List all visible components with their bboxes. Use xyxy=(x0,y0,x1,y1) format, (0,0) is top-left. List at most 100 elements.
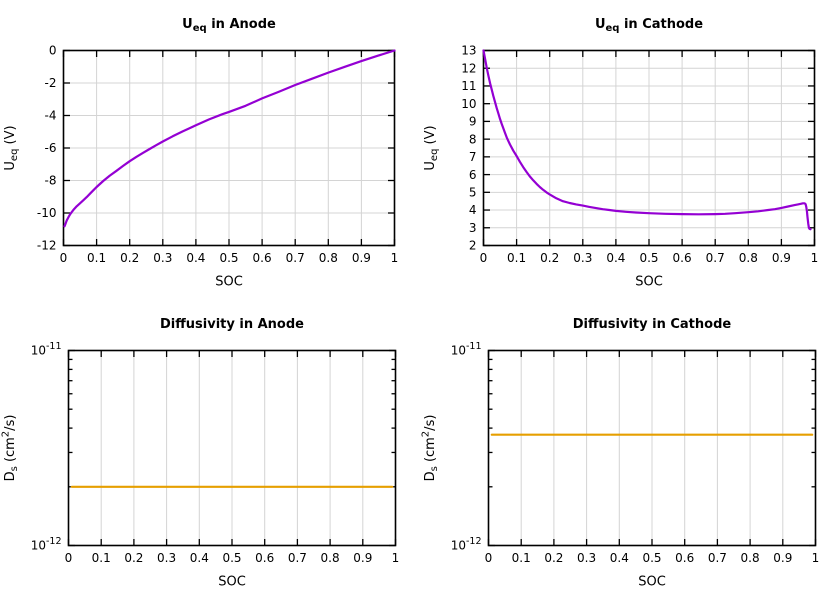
ueq-anode-svg: Ueq in Anode 0 0.1 0.2 0.3 0.4 0.5 0.6 0.7 0.8 0.9… xyxy=(3,17,399,290)
y-tick-label: -8 xyxy=(45,174,57,188)
x-tick-label: 0.8 xyxy=(321,551,340,565)
x-tick-label: 1 xyxy=(812,551,820,565)
y-axis-label: Ds (cm2/s) xyxy=(1,415,21,482)
y-tick-label: -4 xyxy=(45,109,57,123)
y-tick-label: 10 xyxy=(461,97,476,111)
y-tick-label: 6 xyxy=(469,168,477,182)
chart-diffusivity-cathode: Diffusivity in Cathode 0 0.1 0.2 0.3 0.4 0.5 0.… xyxy=(420,300,840,600)
y-tick-label: -6 xyxy=(45,141,57,155)
y-tick-label: 12 xyxy=(461,61,476,75)
plot-border xyxy=(487,349,817,547)
x-tick-label: 0.4 xyxy=(606,251,625,265)
x-tick-label: 0.6 xyxy=(253,251,272,265)
x-tick-label: 0.7 xyxy=(706,251,725,265)
chart-title: Diffusivity in Anode xyxy=(160,317,304,332)
x-tick-label: 0.5 xyxy=(639,251,658,265)
x-tick-label: 1 xyxy=(811,251,819,265)
x-tick-label: 0.3 xyxy=(577,551,596,565)
y-tick-label: -2 xyxy=(45,76,57,90)
x-tick-label: 0 xyxy=(65,551,73,565)
x-tick-label: 0.9 xyxy=(353,551,372,565)
x-tick-labels: 0 0.1 0.2 0.3 0.4 0.5 0.6 0.7 0.8 0.9 1 xyxy=(480,251,819,265)
x-tick-label: 0.6 xyxy=(255,551,274,565)
y-tick-labels: 13 12 11 10 9 8 7 6 5 4 3 2 xyxy=(461,44,476,253)
y-tick-labels: 10-12 10-11 xyxy=(451,341,482,553)
x-tick-label: 0.9 xyxy=(773,551,792,565)
y-tick-label: -10 xyxy=(37,206,57,220)
x-tick-labels: 0 0.1 0.2 0.3 0.4 0.5 0.6 0.7 0.8 0.9 1 xyxy=(485,551,820,565)
y-tick-label: 10-12 xyxy=(451,536,482,553)
x-tick-label: 0.1 xyxy=(512,551,531,565)
x-tick-labels: 0 0.1 0.2 0.3 0.4 0.5 0.6 0.7 0.8 0.9 1 xyxy=(60,251,399,265)
x-tick-label: 0 xyxy=(480,251,488,265)
y-tick-label: 11 xyxy=(461,79,476,93)
y-tick-label: 8 xyxy=(469,132,477,146)
x-axis-label: SOC xyxy=(635,275,663,290)
chart-title: Diffusivity in Cathode xyxy=(573,317,732,332)
x-tick-label: 1 xyxy=(391,251,399,265)
plot-border xyxy=(67,349,397,547)
y-tick-label: 13 xyxy=(461,44,476,58)
x-tick-label: 0.4 xyxy=(190,551,209,565)
x-tick-label: 0.5 xyxy=(219,251,238,265)
x-tick-label: 0 xyxy=(485,551,493,565)
y-tick-label: 2 xyxy=(469,239,477,253)
x-tick-label: 1 xyxy=(392,551,400,565)
plot-border xyxy=(62,49,396,247)
x-tick-label: 0.8 xyxy=(739,251,758,265)
x-tick-label: 0.3 xyxy=(573,251,592,265)
chart-ueq-anode: Ueq in Anode 0 0.1 0.2 0.3 0.4 0.5 0.6 0.7 0.8 0.9… xyxy=(0,0,420,300)
x-tick-label: 0.2 xyxy=(120,251,139,265)
x-tick-label: 0.7 xyxy=(286,251,305,265)
grid-lines xyxy=(63,50,395,246)
y-tick-label: 0 xyxy=(49,44,57,58)
x-tick-label: 0.6 xyxy=(673,251,692,265)
x-tick-label: 0.1 xyxy=(507,251,526,265)
y-tick-labels: 0 -2 -4 -6 -8 -10 -12 xyxy=(37,44,57,253)
grid-lines xyxy=(483,50,815,246)
x-tick-label: 0.9 xyxy=(352,251,371,265)
x-tick-label: 0.2 xyxy=(540,251,559,265)
x-tick-label: 0.4 xyxy=(610,551,629,565)
plot-border xyxy=(482,49,816,247)
chart-diffusivity-anode: Diffusivity in Anode 0 0.1 0.2 0.3 0.4 0.5 0.6 0… xyxy=(0,300,420,600)
chart-title: Ueq in Anode xyxy=(182,17,276,34)
x-axis-label: SOC xyxy=(638,575,666,590)
x-tick-label: 0.5 xyxy=(222,551,241,565)
x-tick-label: 0.2 xyxy=(544,551,563,565)
x-axis-label: SOC xyxy=(215,275,243,290)
x-tick-label: 0.3 xyxy=(153,251,172,265)
x-tick-label: 0.8 xyxy=(319,251,338,265)
x-tick-label: 0.7 xyxy=(708,551,727,565)
chart-title: Ueq in Cathode xyxy=(595,17,703,34)
data-line xyxy=(482,49,812,231)
y-tick-label: 10-12 xyxy=(31,536,62,553)
y-tick-label: 9 xyxy=(469,115,477,129)
diffusivity-cathode-svg: Diffusivity in Cathode 0 0.1 0.2 0.3 0.4 0.5 0.… xyxy=(421,317,820,590)
y-tick-label: 10-11 xyxy=(451,341,482,358)
x-axis-label: SOC xyxy=(218,575,246,590)
x-tick-label: 0.6 xyxy=(675,551,694,565)
y-axis-label: Ds (cm2/s) xyxy=(421,415,441,482)
data-line xyxy=(63,49,396,228)
x-tick-label: 0.2 xyxy=(124,551,143,565)
grid-lines xyxy=(100,350,364,546)
x-tick-label: 0 xyxy=(60,251,68,265)
y-tick-labels: 10-12 10-11 xyxy=(31,341,62,553)
chart-ueq-cathode: Ueq in Cathode 0 0.1 0.2 0.3 0.4 0.5 0.6 0.7 0.8 0… xyxy=(420,0,840,300)
x-tick-labels: 0 0.1 0.2 0.3 0.4 0.5 0.6 0.7 0.8 0.9 1 xyxy=(65,551,400,565)
grid-lines xyxy=(520,350,784,546)
y-tick-label: -12 xyxy=(37,239,57,253)
x-tick-label: 0.7 xyxy=(288,551,307,565)
y-tick-label: 10-11 xyxy=(31,341,62,358)
x-tick-label: 0.8 xyxy=(741,551,760,565)
y-axis-label: Ueq (V) xyxy=(423,125,440,170)
x-tick-label: 0.4 xyxy=(186,251,205,265)
x-tick-label: 0.1 xyxy=(92,551,111,565)
x-tick-label: 0.9 xyxy=(772,251,791,265)
y-axis-label: Ueq (V) xyxy=(3,125,20,170)
x-tick-label: 0.1 xyxy=(87,251,106,265)
